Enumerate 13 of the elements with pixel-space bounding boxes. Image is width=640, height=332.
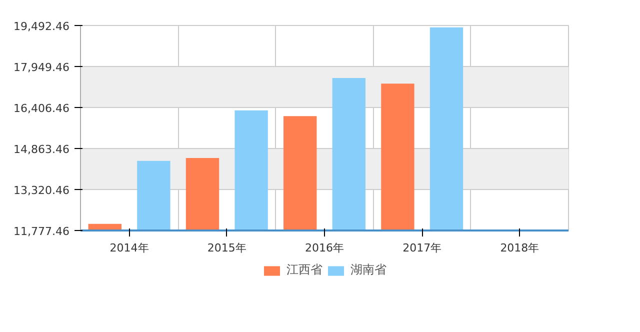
y-tick-label: 17,949.46 bbox=[14, 61, 70, 74]
y-tick-label: 11,777.46 bbox=[14, 225, 70, 238]
x-tick-label: 2017年 bbox=[402, 242, 442, 254]
legend-label: 江西省 bbox=[286, 262, 322, 278]
x-tick-label: 2016年 bbox=[305, 242, 344, 254]
legend-label: 湖南省 bbox=[350, 262, 386, 278]
y-tick-label: 13,320.46 bbox=[14, 184, 70, 197]
x-tick-label: 2014年 bbox=[110, 242, 149, 254]
x-tick-label: 2015年 bbox=[207, 242, 246, 254]
y-tick-label: 16,406.46 bbox=[14, 102, 70, 115]
x-tick-label: 2018年 bbox=[500, 242, 540, 254]
y-tick-label: 14,863.46 bbox=[14, 143, 70, 156]
y-tick-label: 19,492.46 bbox=[14, 20, 70, 33]
